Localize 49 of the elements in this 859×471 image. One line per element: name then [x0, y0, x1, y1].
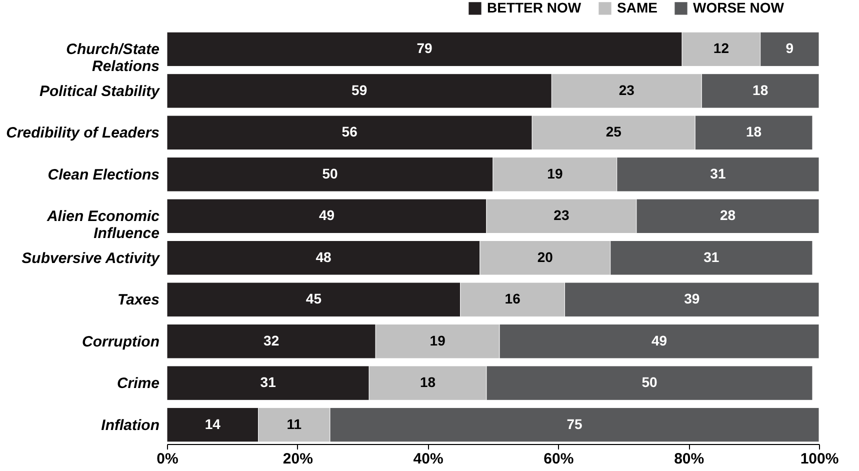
- data-label: 11: [286, 416, 302, 432]
- data-label: 16: [504, 290, 521, 307]
- legend-label: WORSE NOW: [693, 0, 785, 16]
- data-label: 59: [352, 82, 368, 98]
- data-label: 50: [322, 165, 338, 182]
- data-label: 12: [713, 40, 730, 56]
- y-tick-label: Clean Elections: [48, 166, 160, 184]
- data-label: 20: [537, 248, 554, 265]
- data-label: 28: [720, 207, 736, 224]
- y-tick-label: Subversive Activity: [22, 250, 160, 267]
- y-tick-label: Political Stability: [39, 82, 160, 100]
- x-tick-label: 20%: [282, 450, 313, 468]
- legend-label: BETTER NOW: [487, 0, 582, 16]
- x-tick-label: 60%: [544, 450, 574, 468]
- data-label: 25: [606, 124, 622, 140]
- x-tick-label: 0%: [156, 450, 178, 468]
- data-label: 18: [746, 124, 762, 140]
- data-label: 32: [264, 332, 280, 348]
- data-label: 23: [554, 207, 570, 224]
- x-tick-label: 100%: [800, 450, 839, 468]
- data-label: 23: [618, 82, 635, 98]
- data-label: 31: [710, 165, 726, 182]
- data-label: 31: [260, 374, 276, 390]
- data-label: 75: [566, 416, 582, 432]
- x-tick-label: 80%: [674, 450, 704, 468]
- data-label: 45: [306, 290, 322, 307]
- data-label: 19: [547, 165, 563, 182]
- data-label: 56: [342, 124, 358, 140]
- legend-label: SAME: [617, 0, 658, 16]
- data-label: 14: [204, 416, 221, 432]
- data-label: 19: [430, 332, 446, 348]
- data-label: 18: [752, 82, 768, 98]
- y-tick-label: Credibility of Leaders: [6, 124, 160, 142]
- y-tick-label: Crime: [116, 375, 160, 392]
- data-label: 49: [651, 332, 668, 348]
- data-label: 49: [318, 207, 335, 224]
- y-tick-label: Corruption: [82, 333, 160, 350]
- data-label: 39: [684, 290, 700, 307]
- y-tick-label: Alien Economic Influence: [46, 208, 160, 242]
- y-tick-label: Church/State Relations: [66, 41, 160, 76]
- data-label: 18: [420, 374, 436, 390]
- data-label: 48: [316, 248, 332, 265]
- data-label: 31: [704, 248, 720, 265]
- data-label: 79: [416, 40, 433, 56]
- data-label: 9: [786, 40, 794, 56]
- data-label: 50: [642, 374, 658, 390]
- y-tick-label: Inflation: [101, 416, 160, 434]
- x-tick-label: 40%: [413, 450, 444, 468]
- y-tick-label: Taxes: [118, 292, 160, 309]
